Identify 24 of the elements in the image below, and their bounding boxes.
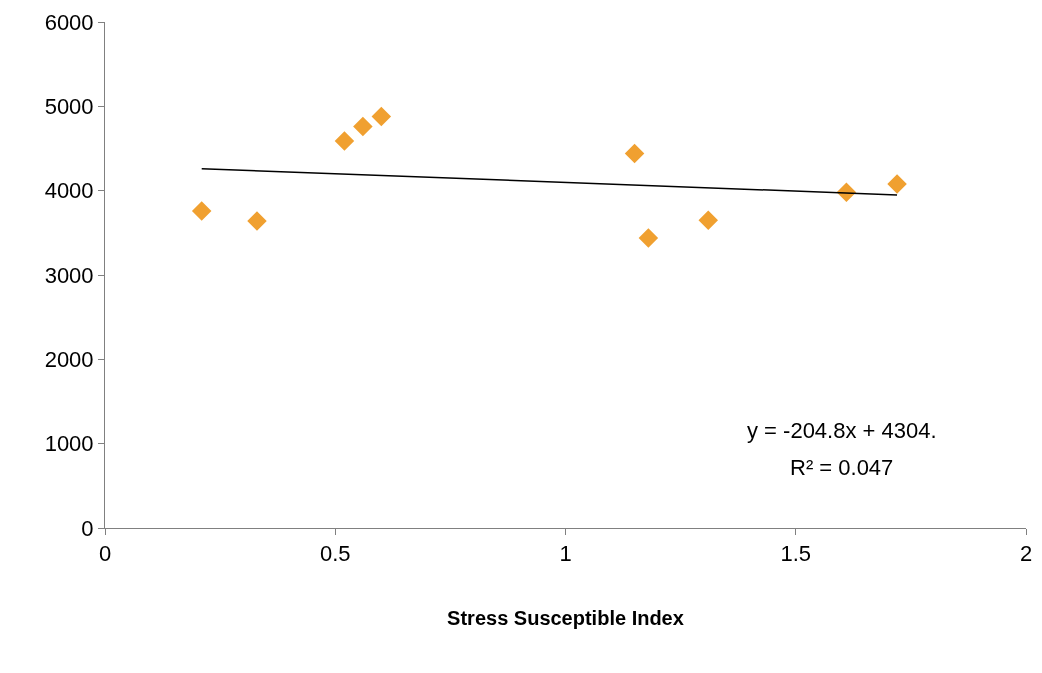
point — [624, 143, 645, 164]
point — [638, 228, 659, 248]
point — [371, 106, 392, 127]
point — [191, 201, 212, 221]
y-tick-label: 4000 — [44, 178, 94, 204]
x-tick-label: 2 — [1019, 541, 1033, 567]
annotation: y = -204.8x + 4304. — [747, 418, 937, 443]
y-tick-label: 1000 — [44, 431, 94, 457]
point — [334, 131, 355, 151]
x-axis-title: Stress Susceptible Index — [447, 606, 684, 629]
x-tick-label: 1.5 — [780, 541, 812, 567]
x-tick-label: 0 — [98, 541, 112, 567]
point — [353, 116, 373, 137]
point — [698, 210, 719, 230]
x-tick-label: 1 — [559, 541, 572, 567]
x-tick-label: 0.5 — [319, 541, 351, 567]
y-tick-label: 6000 — [44, 9, 94, 35]
y-tick-label: 5000 — [44, 94, 94, 120]
annotation: R² = 0.047 — [790, 455, 894, 480]
point — [887, 174, 907, 194]
y-tick-label: 2000 — [44, 347, 94, 373]
point — [247, 211, 267, 231]
y-tick-label: 0 — [81, 515, 94, 541]
y-tick-label: 3000 — [44, 262, 94, 288]
